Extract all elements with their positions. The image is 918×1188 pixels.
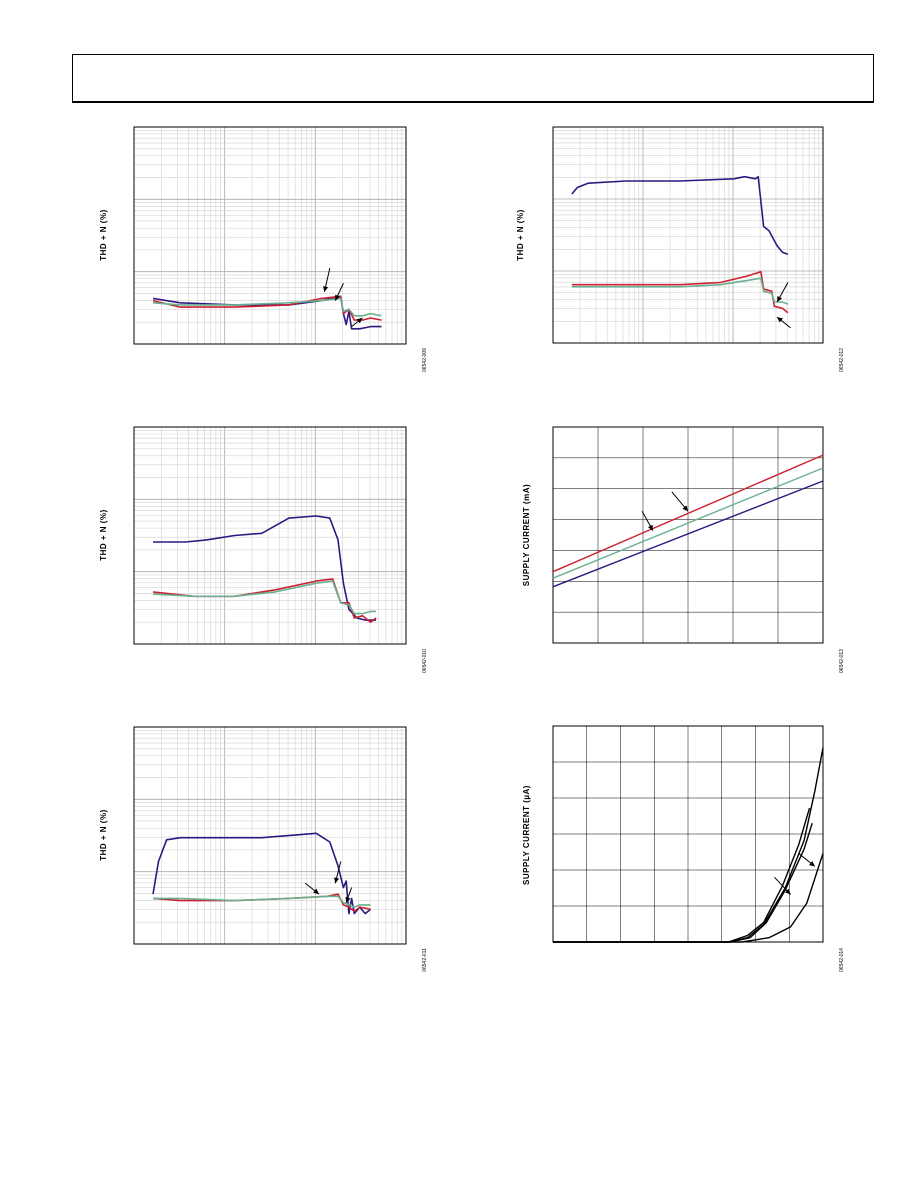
annotation-arrow <box>305 882 320 895</box>
figure-id: 06542-013 <box>839 649 845 673</box>
annotation-arrow <box>774 876 791 895</box>
plot-frame <box>552 126 824 344</box>
arrow-head <box>334 877 340 884</box>
y-axis-label: THD + N (%) <box>99 809 108 861</box>
y-axis-label: SUPPLY CURRENT (µA) <box>522 785 531 885</box>
plot-frame <box>133 726 407 945</box>
supply-current-chart-013 <box>552 426 824 644</box>
plot-frame <box>552 426 824 644</box>
y-axis-label: THD + N (%) <box>99 509 108 561</box>
series-line-2 <box>571 270 789 314</box>
series-line-1 <box>571 175 789 256</box>
series-line-2 <box>553 807 811 943</box>
grid <box>553 427 823 643</box>
annotation-arrow <box>798 853 816 867</box>
arrow-head <box>647 524 653 531</box>
annotation-arrow <box>776 316 791 329</box>
series-line-1 <box>552 454 824 573</box>
grid <box>133 727 406 945</box>
arrow-head <box>323 286 329 292</box>
arrow-head <box>682 505 688 512</box>
annotation-arrow <box>351 317 363 328</box>
annotation-arrow <box>671 491 689 512</box>
annotation-arrow <box>323 267 331 293</box>
series-line-3 <box>152 580 377 615</box>
figure-id: 06542-010 <box>422 649 428 673</box>
y-axis-label: SUPPLY CURRENT (mA) <box>522 483 531 587</box>
arrow-head <box>777 295 783 302</box>
annotation-arrow <box>345 887 353 903</box>
thd-chart-012 <box>552 126 824 344</box>
series-line-3 <box>552 480 824 588</box>
thd-chart-011 <box>133 726 407 945</box>
annotation-arrow <box>641 510 654 531</box>
plot-frame <box>133 426 407 645</box>
series-line-2 <box>552 467 824 579</box>
series-line-4 <box>553 853 824 943</box>
y-axis-label: THD + N (%) <box>516 209 525 261</box>
supply-current-chart-014 <box>552 725 824 943</box>
series-line-1 <box>152 832 372 915</box>
plot-frame <box>133 126 407 345</box>
figure-id: 06542-011 <box>422 948 428 972</box>
series-line-3 <box>153 895 371 908</box>
arrow-head <box>785 888 791 895</box>
series-line-3 <box>152 297 382 317</box>
annotation-arrow <box>334 861 342 884</box>
grid <box>133 127 406 345</box>
page-header-box <box>72 54 874 103</box>
series-line-1 <box>153 515 377 621</box>
arrow-head <box>313 888 319 895</box>
series-line-1 <box>152 295 382 330</box>
thd-chart-009 <box>133 126 407 345</box>
grid <box>552 127 823 344</box>
annotation-arrow <box>776 282 789 303</box>
series-line-3 <box>553 822 813 943</box>
arrow-head <box>777 317 783 323</box>
series-line-3 <box>571 277 789 305</box>
arrow-head <box>345 896 351 903</box>
figure-id: 06542-012 <box>839 348 845 372</box>
arrow-head <box>809 860 815 867</box>
thd-chart-010 <box>133 426 407 645</box>
grid <box>553 726 823 942</box>
grid <box>133 427 406 645</box>
arrow-head <box>335 294 340 301</box>
annotation-arrow <box>334 283 344 301</box>
figure-id: 06542-009 <box>422 348 428 372</box>
arrow-head <box>356 317 363 324</box>
figure-id: 06542-014 <box>839 948 845 972</box>
y-axis-label: THD + N (%) <box>99 209 108 261</box>
